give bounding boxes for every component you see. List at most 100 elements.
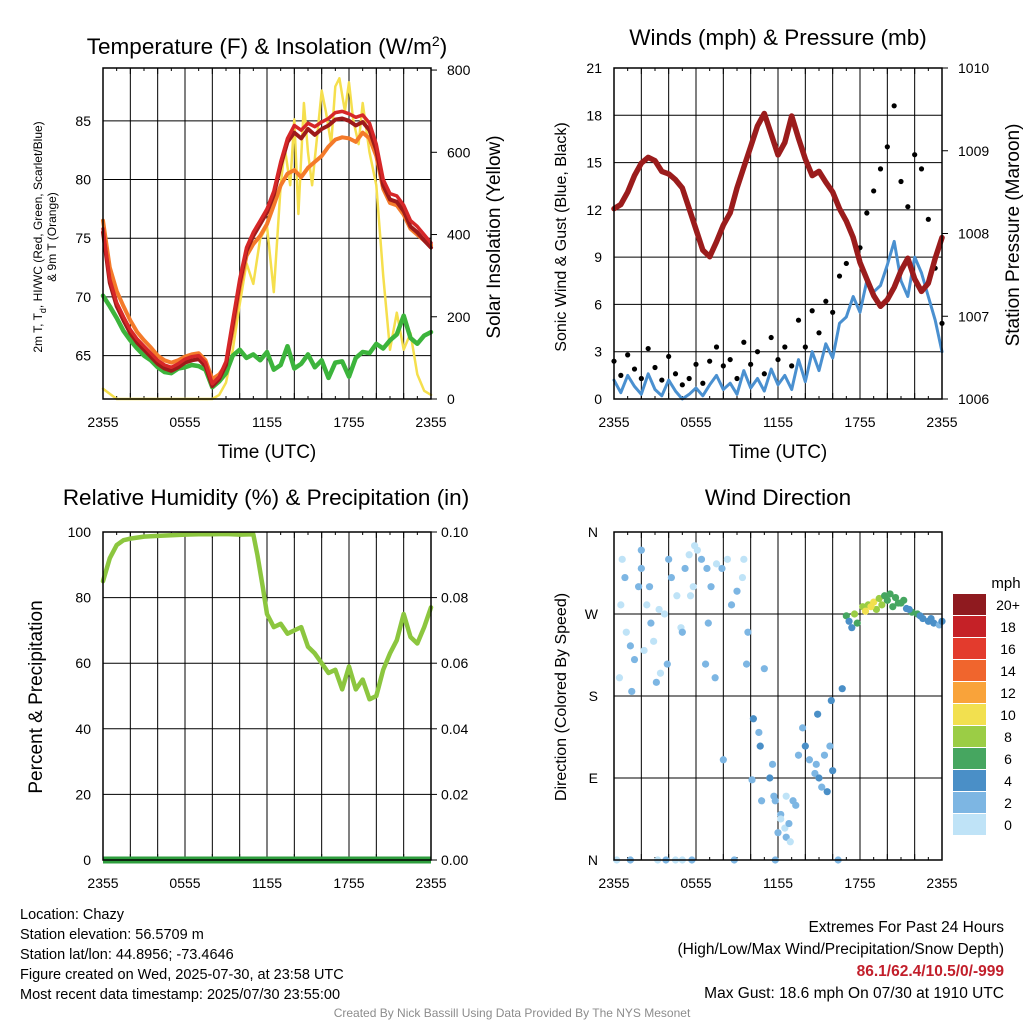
direction-point (740, 555, 748, 563)
temp-x-tick-label: 1755 (333, 414, 364, 430)
winds-y-tick-label: 18 (586, 107, 602, 123)
direction-point (652, 678, 660, 686)
gust-point (741, 339, 747, 345)
direction-point (889, 603, 897, 611)
direction-point (637, 564, 645, 573)
direction-point (799, 724, 807, 732)
gust-point (905, 204, 911, 210)
direction-point (867, 603, 875, 611)
gust-point (912, 152, 918, 158)
legend-swatch (953, 726, 986, 747)
humidity-title: Relative Humidity (%) & Precipitation (i… (63, 485, 469, 510)
direction-point (665, 555, 673, 563)
legend-label: 6 (1004, 751, 1012, 767)
direction-point (617, 601, 625, 609)
direction-point (766, 774, 774, 782)
gust-point (809, 308, 815, 314)
temp-y2-tick-label: 600 (447, 144, 471, 160)
gust-point (782, 344, 788, 350)
winds-title: Winds (mph) & Pressure (mb) (629, 25, 927, 50)
direction-x-tick-label: 2355 (598, 875, 629, 891)
gust-point (713, 344, 720, 350)
direction-point (742, 660, 751, 668)
gust-point (659, 377, 665, 383)
temp-line (101, 109, 433, 386)
temp-ylabel: 2m T, Td, HI/WC (Red, Green, Scarlet/Blu… (31, 121, 48, 352)
temp-y-tick-label: 65 (75, 348, 91, 364)
direction-point (628, 687, 636, 696)
direction-x-tick-label: 2355 (926, 875, 957, 891)
direction-point (829, 767, 837, 775)
gust-point (625, 352, 631, 358)
direction-point (618, 555, 626, 563)
direction-point (905, 605, 913, 614)
humidity-x-tick-label: 0555 (169, 875, 200, 891)
legend-swatch (953, 748, 986, 769)
winds-y-tick-label: 12 (586, 202, 602, 218)
winds-y-tick-label: 0 (594, 391, 602, 407)
winds-ylabel: Sonic Wind & Gust (Blue, Black) (553, 122, 570, 351)
winds-x-tick-label: 1155 (763, 414, 793, 430)
extremes-values: 86.1/62.4/10.5/0/-999 (856, 963, 1004, 980)
direction-point (916, 612, 924, 620)
direction-point (768, 760, 777, 768)
direction-point (878, 601, 886, 609)
direction-point (656, 669, 665, 677)
direction-point (777, 815, 785, 823)
direction-point (626, 642, 635, 650)
direction-point (711, 674, 719, 682)
gust-point (720, 363, 726, 369)
temp-y2-tick-label: 0 (447, 391, 455, 407)
direction-point (792, 801, 800, 809)
gust-point (652, 364, 658, 371)
gust-point (925, 216, 931, 222)
gust-point (679, 382, 685, 388)
gust-point (761, 371, 767, 377)
gust-point (727, 356, 733, 363)
direction-point (712, 560, 721, 568)
winds-y-tick-label: 9 (594, 249, 602, 265)
direction-point (686, 592, 695, 600)
direction-point (637, 546, 645, 554)
gust-point (734, 375, 740, 382)
direction-point (667, 573, 676, 582)
direction-point (801, 742, 809, 750)
pressure-line (611, 110, 945, 310)
temp-ylabel-2: & 9m T (Orange) (45, 192, 59, 282)
humidity-border (102, 531, 432, 861)
winds-x-tick-label: 2355 (598, 414, 629, 430)
humidity-y2-tick-label: 0.04 (441, 721, 468, 737)
winds-y-tick-label: 15 (586, 155, 602, 171)
gust-point (775, 356, 781, 363)
temp-y-tick-label: 85 (75, 113, 91, 129)
temp-xlabel: Time (UTC) (218, 442, 317, 463)
direction-point (883, 596, 891, 604)
legend-label: 12 (1000, 685, 1016, 701)
winds-x-tick-label: 2355 (926, 414, 957, 430)
legend-label: 18 (1000, 619, 1016, 635)
direction-point (701, 660, 710, 668)
direction-point (635, 583, 643, 591)
direction-point (733, 587, 741, 595)
temp-title: Temperature (F) & Insolation (W/m2) (87, 33, 447, 59)
direction-point (891, 594, 900, 602)
direction-point (748, 776, 756, 784)
humidity-ylabel: Percent & Precipitation (26, 600, 47, 793)
direction-point (820, 751, 829, 759)
gust-point (748, 361, 754, 367)
direction-point (655, 605, 663, 614)
winds-x-tick-label: 0555 (680, 414, 711, 430)
temp-y2-tick-label: 200 (447, 309, 471, 325)
legend-swatch (953, 792, 986, 813)
direction-y-tick-label: E (589, 770, 598, 786)
gust-point (836, 273, 843, 279)
wind-direction-title: Wind Direction (705, 485, 851, 510)
humidity-x-tick-label: 1155 (252, 875, 282, 891)
direction-point (770, 792, 778, 800)
humidity-y2-tick-label: 0.08 (441, 590, 468, 606)
legend-label: 10 (1000, 707, 1016, 723)
direction-point (719, 756, 727, 764)
direction-point (758, 797, 766, 805)
direction-point (755, 728, 763, 737)
direction-point (872, 605, 881, 614)
